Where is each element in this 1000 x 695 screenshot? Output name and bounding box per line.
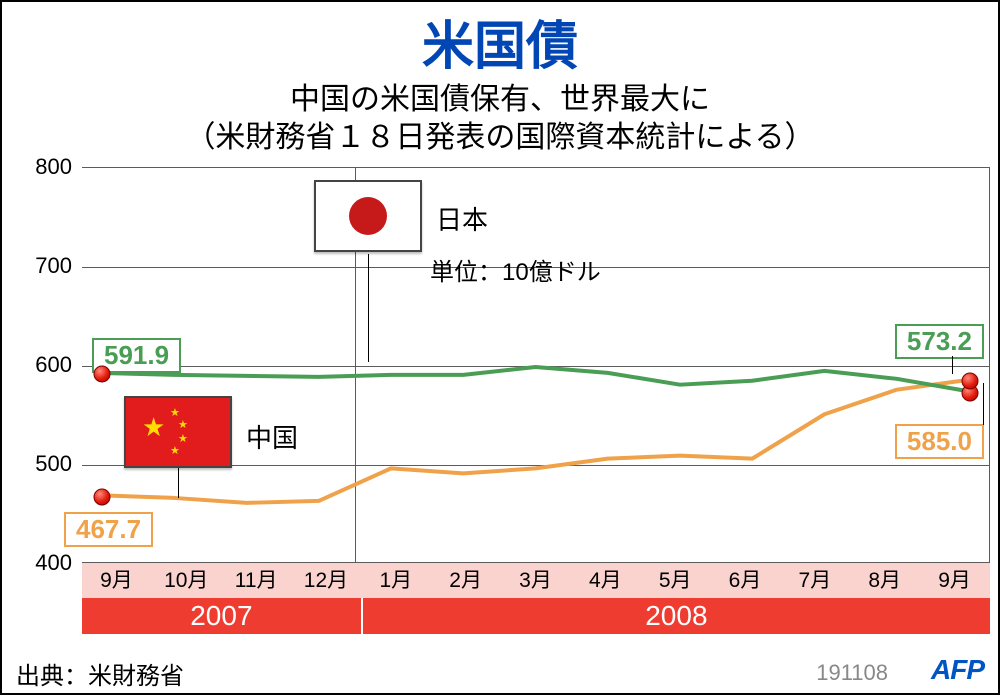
x-tick-label: 10月 (152, 563, 222, 598)
china-flag-icon: ★ ★ ★ ★ ★ (124, 396, 232, 468)
x-tick-label: 3月 (501, 563, 571, 598)
plot-region: 日本 ★ ★ ★ ★ ★ 中国 単位：10億ドル 591.9 467.7 573… (82, 167, 990, 563)
x-tick-label: 5月 (641, 563, 711, 598)
afp-logo: AFP (931, 654, 984, 686)
y-tick-label: 400 (12, 550, 72, 576)
china-line (102, 380, 969, 503)
year-label: 2008 (363, 598, 990, 634)
y-tick-label: 700 (12, 253, 72, 279)
x-tick-label: 8月 (850, 563, 920, 598)
y-tick-label: 600 (12, 352, 72, 378)
x-tick-label: 9月 (82, 563, 152, 598)
x-tick-label: 12月 (292, 563, 362, 598)
japan-label: 日本 (436, 200, 488, 237)
china-label: 中国 (246, 418, 298, 455)
x-tick-label: 6月 (711, 563, 781, 598)
unit-label: 単位：10億ドル (430, 252, 601, 287)
x-axis-years: 20072008 (82, 598, 990, 634)
chart-frame: 米国債 中国の米国債保有、世界最大に （米財務省１８日発表の国際資本統計による）… (0, 0, 1000, 695)
japan-flag-icon (314, 180, 422, 252)
japan-end-value: 573.2 (895, 324, 984, 359)
subtitle: 中国の米国債保有、世界最大に （米財務省１８日発表の国際資本統計による） (2, 81, 998, 158)
japan-line (102, 367, 969, 391)
china-start-value: 467.7 (64, 512, 153, 547)
data-point-marker (94, 488, 111, 505)
x-tick-label: 7月 (780, 563, 850, 598)
y-tick-label: 800 (12, 154, 72, 180)
x-tick-label: 11月 (222, 563, 292, 598)
main-title: 米国債 (2, 2, 998, 79)
line-svg (82, 168, 989, 562)
subtitle-line-1: 中国の米国債保有、世界最大に (2, 81, 998, 119)
x-tick-label: 9月 (920, 563, 990, 598)
date-code: 191108 (816, 660, 888, 686)
x-tick-label: 2月 (431, 563, 501, 598)
data-point-marker (94, 366, 111, 383)
y-tick-label: 500 (12, 451, 72, 477)
x-tick-label: 4月 (571, 563, 641, 598)
year-label: 2007 (82, 598, 363, 634)
source-label: 出典：米財務省 (16, 656, 184, 691)
x-axis-months: 9月10月11月12月1月2月3月4月5月6月7月8月9月 (82, 563, 990, 598)
data-point-marker (962, 372, 979, 389)
china-end-value: 585.0 (895, 424, 984, 459)
x-tick-label: 1月 (361, 563, 431, 598)
chart-area: 400 500 600 700 800 日本 ★ ★ ★ ★ ★ (12, 152, 992, 582)
